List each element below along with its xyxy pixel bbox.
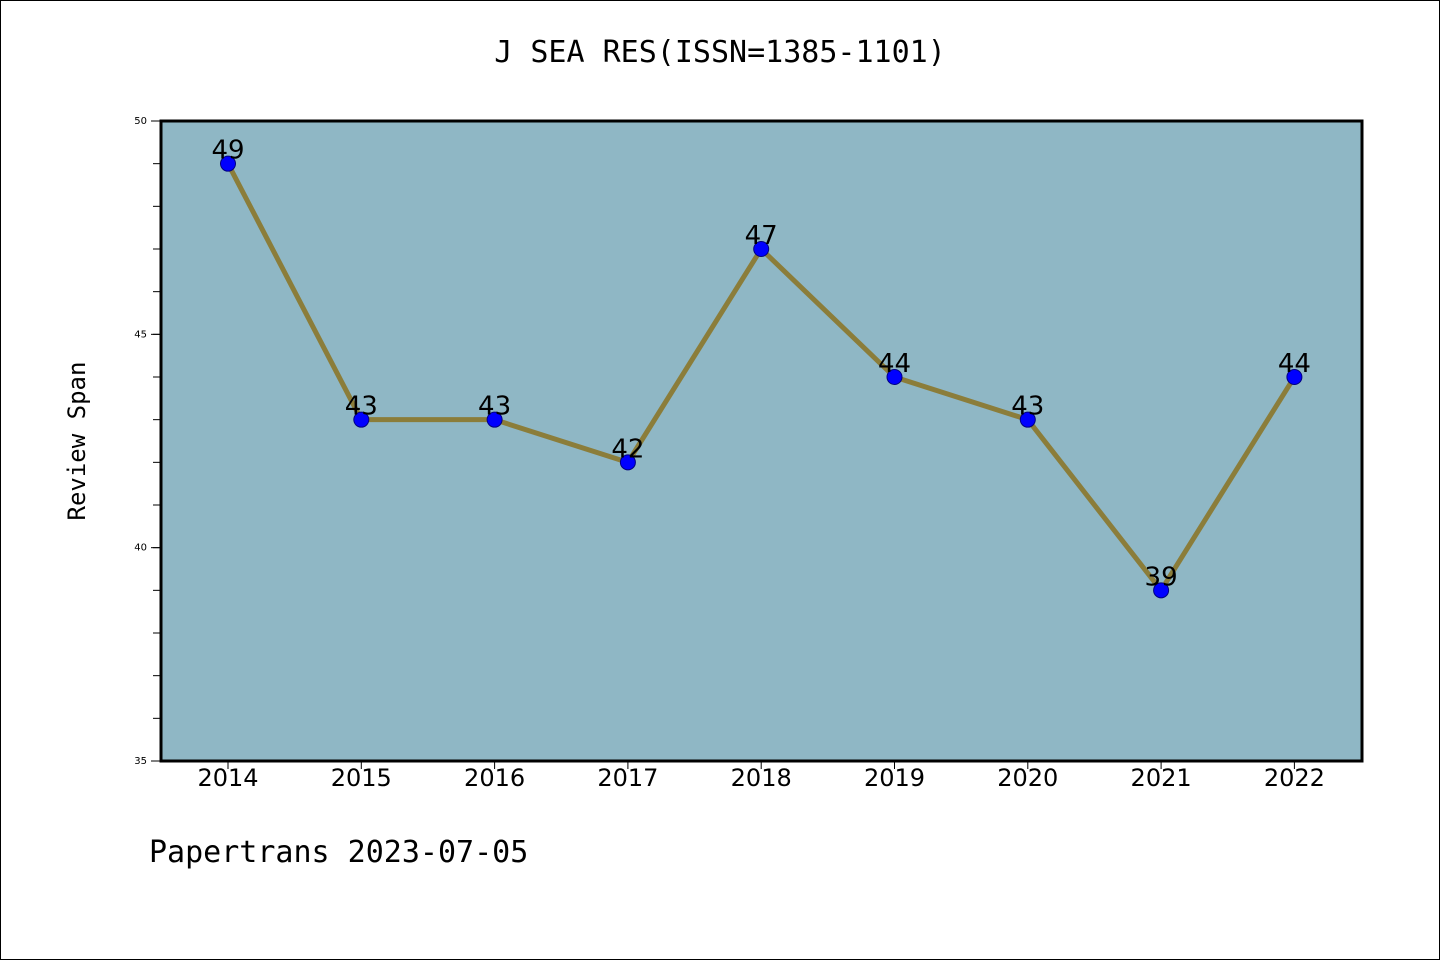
data-label: 44 (1278, 349, 1311, 379)
x-tick-label: 2014 (197, 764, 258, 792)
data-label: 39 (1145, 562, 1178, 592)
data-label: 47 (745, 221, 778, 251)
y-tick-label: 50 (134, 116, 147, 127)
plot-border (159, 119, 1364, 763)
data-point (220, 155, 236, 172)
chart-title: J SEA RES(ISSN=1385-1101) (494, 35, 946, 70)
x-tick-label: 2016 (464, 764, 525, 792)
data-point (1153, 582, 1170, 599)
y-tick-label: 45 (134, 329, 147, 340)
x-tick-label: 2022 (1264, 764, 1325, 792)
series-markers (220, 155, 1303, 599)
data-labels: 49 43 43 42 47 44 43 39 44 (211, 136, 1310, 593)
footer-credit: Papertrans 2023-07-05 (149, 835, 529, 870)
y-tick-label: 35 (134, 756, 147, 767)
data-label: 43 (345, 392, 378, 422)
x-tick-label: 2017 (597, 764, 658, 792)
data-point (886, 369, 903, 385)
data-label: 43 (1011, 392, 1044, 422)
plot-area (161, 121, 1362, 761)
data-point (486, 411, 503, 428)
y-tick-label: 40 (134, 543, 147, 554)
data-point (1286, 369, 1303, 385)
x-tick-label: 2020 (997, 764, 1058, 792)
data-point (753, 241, 770, 257)
x-axis-ticks: 2014 2015 2016 2017 2018 2019 2020 2021 2022 (197, 761, 1325, 792)
x-tick-label: 2021 (1131, 764, 1192, 792)
x-tick-label: 2015 (331, 764, 392, 792)
data-label: 44 (878, 349, 911, 379)
x-tick-label: 2018 (731, 764, 792, 792)
y-axis-ticks: 35 40 45 50 (134, 116, 161, 767)
data-point (1019, 411, 1036, 428)
data-label: 49 (211, 136, 244, 166)
data-label: 42 (611, 434, 644, 464)
data-point (619, 454, 636, 471)
x-tick-label: 2019 (864, 764, 925, 792)
data-label: 43 (478, 392, 511, 422)
y-axis-label: Review Span (63, 362, 91, 521)
data-point (353, 411, 370, 428)
